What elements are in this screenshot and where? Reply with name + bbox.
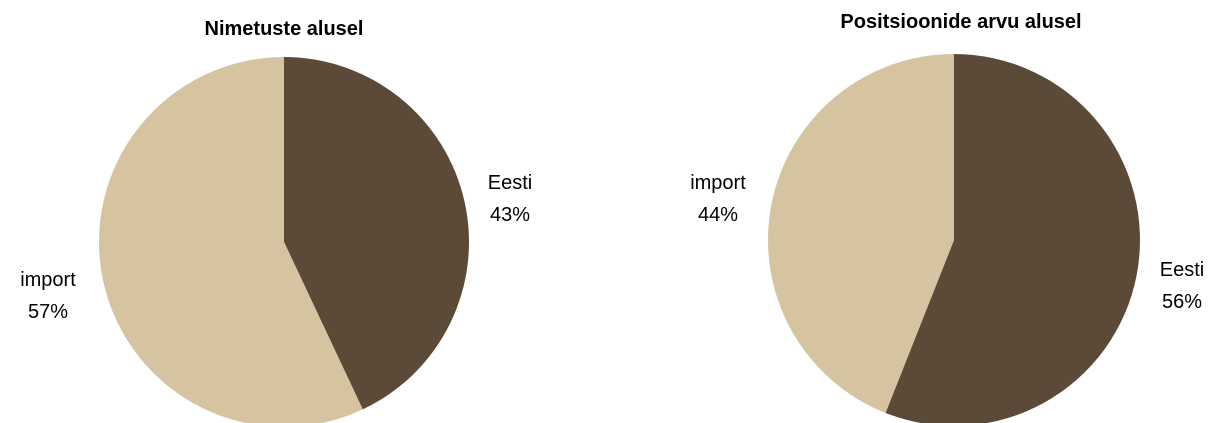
slice-eesti bbox=[284, 57, 469, 410]
pie-chart-positsioonide: Positsioonide arvu alusel Eesti 56% impo… bbox=[690, 11, 1204, 423]
slice-import bbox=[767, 54, 954, 413]
slice-value-import: 44% bbox=[698, 204, 738, 226]
slice-value-eesti: 56% bbox=[1162, 291, 1202, 313]
chart-title-nimetuste: Nimetuste alusel bbox=[205, 18, 364, 40]
chart-title-positsioonide: Positsioonide arvu alusel bbox=[840, 11, 1081, 33]
slice-label-eesti: Eesti bbox=[1160, 259, 1204, 281]
slice-value-eesti: 43% bbox=[490, 204, 530, 226]
slice-eesti bbox=[885, 54, 1140, 423]
slice-value-import: 57% bbox=[28, 301, 68, 323]
slice-label-import: import bbox=[690, 172, 746, 194]
slice-label-eesti: Eesti bbox=[488, 172, 532, 194]
pie-chart-nimetuste: Nimetuste alusel Eesti 43% import 57% bbox=[20, 18, 532, 423]
slice-label-import: import bbox=[20, 269, 76, 291]
slice-import bbox=[98, 57, 363, 423]
